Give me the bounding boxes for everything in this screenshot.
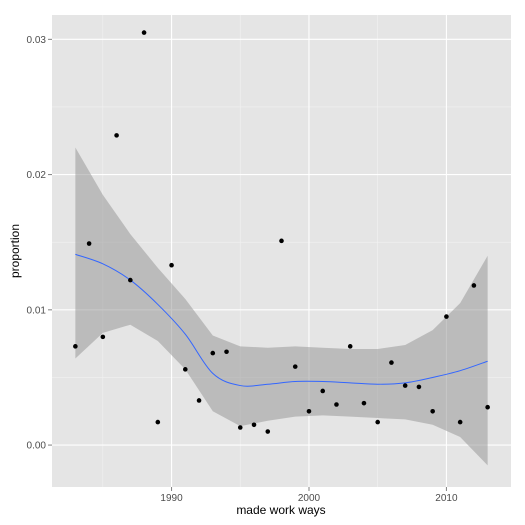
data-point [114, 133, 119, 138]
y-axis-title: proportion [8, 224, 22, 278]
data-point [169, 262, 174, 268]
x-tick-label: 2000 [298, 493, 321, 504]
data-point [306, 408, 312, 414]
data-point [279, 238, 284, 244]
data-point [320, 388, 326, 394]
data-point [334, 402, 339, 407]
data-point [416, 384, 422, 390]
data-point [210, 350, 216, 356]
data-point [86, 241, 92, 246]
data-point [485, 404, 490, 410]
x-axis: 1990 2000 2010 [160, 487, 458, 504]
data-point [347, 344, 353, 349]
data-point [183, 367, 188, 372]
data-point [265, 429, 271, 434]
data-point [155, 419, 161, 425]
data-point [457, 419, 463, 425]
data-point [292, 364, 298, 369]
data-point [100, 334, 106, 340]
data-point [73, 344, 78, 349]
x-tick-label: 2010 [435, 493, 458, 504]
y-tick-label: 0.00 [27, 441, 47, 452]
x-axis-title: made work ways [236, 503, 325, 517]
smooth-line [75, 253, 488, 387]
data-point [141, 30, 147, 35]
data-points [73, 30, 490, 434]
data-point [430, 408, 435, 414]
data-point [196, 398, 202, 403]
y-tick-label: 0.01 [27, 305, 47, 316]
data-point [237, 425, 243, 430]
y-tick-label: 0.02 [27, 170, 47, 181]
data-point [128, 277, 133, 283]
y-tick-label: 0.03 [27, 35, 47, 46]
data-point [375, 419, 380, 425]
data-point [444, 314, 449, 319]
data-point [389, 360, 394, 365]
y-axis: 0.00 0.01 0.02 0.03 [27, 35, 52, 452]
x-tick-label: 1990 [160, 493, 183, 504]
confidence-band [75, 147, 488, 466]
data-point [402, 383, 408, 388]
data-point [471, 283, 477, 288]
data-point [361, 400, 367, 406]
data-point [224, 349, 229, 355]
data-point [251, 422, 257, 428]
